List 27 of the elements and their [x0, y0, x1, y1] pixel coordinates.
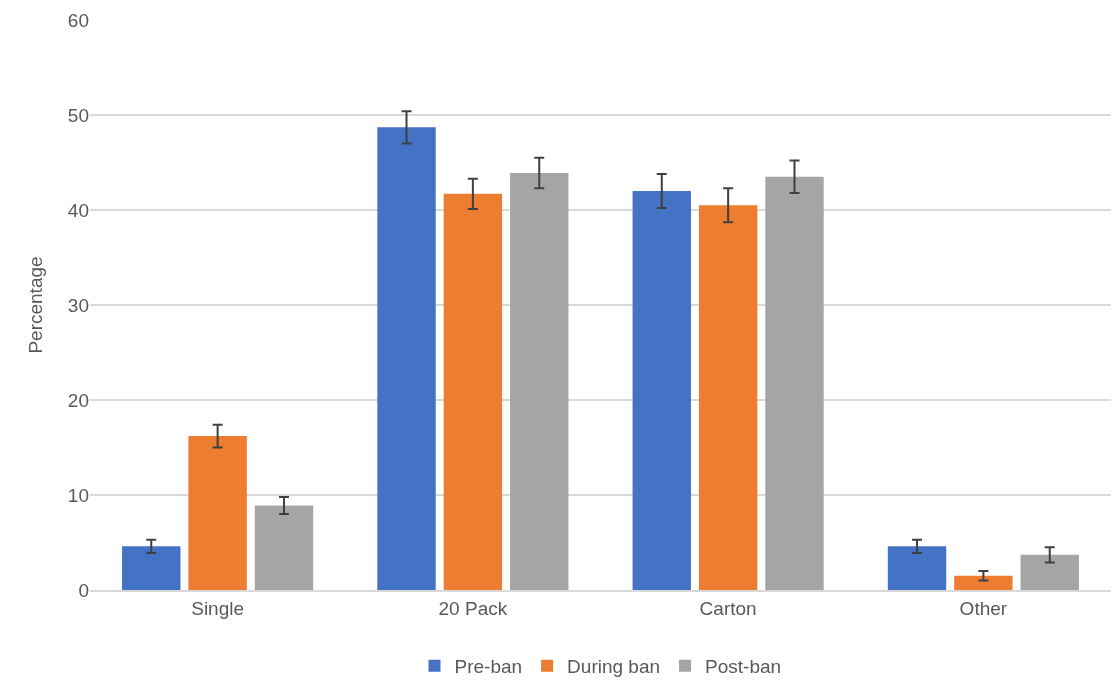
y-tick-label: 10: [67, 484, 89, 506]
legend-label: During ban: [567, 656, 661, 678]
y-tick-label: 0: [78, 579, 89, 601]
x-tick-label: Other: [959, 597, 1008, 619]
legend-label: Post-ban: [705, 656, 782, 678]
bar: [954, 575, 1013, 590]
x-tick-label: Single: [191, 597, 245, 619]
legend-label: Pre-ban: [454, 656, 523, 678]
x-tick-label: 20 Pack: [438, 597, 508, 619]
bar: [887, 546, 947, 590]
bar: [765, 176, 824, 590]
bar: [188, 436, 247, 590]
y-tick-label: 30: [67, 294, 89, 316]
bar: [254, 505, 314, 590]
bar: [698, 205, 758, 590]
bar: [122, 546, 181, 590]
bar: [377, 127, 436, 590]
x-tick-label: Carton: [699, 597, 757, 619]
bar: [443, 193, 503, 590]
bar: [632, 191, 691, 590]
y-tick-label: 60: [67, 9, 89, 31]
y-tick-label: 50: [67, 104, 89, 126]
bar: [510, 172, 569, 590]
y-tick-label: 20: [67, 389, 89, 411]
bar: [1020, 554, 1079, 590]
y-axis-title: Percentage: [24, 256, 46, 354]
y-tick-label: 40: [67, 199, 89, 221]
